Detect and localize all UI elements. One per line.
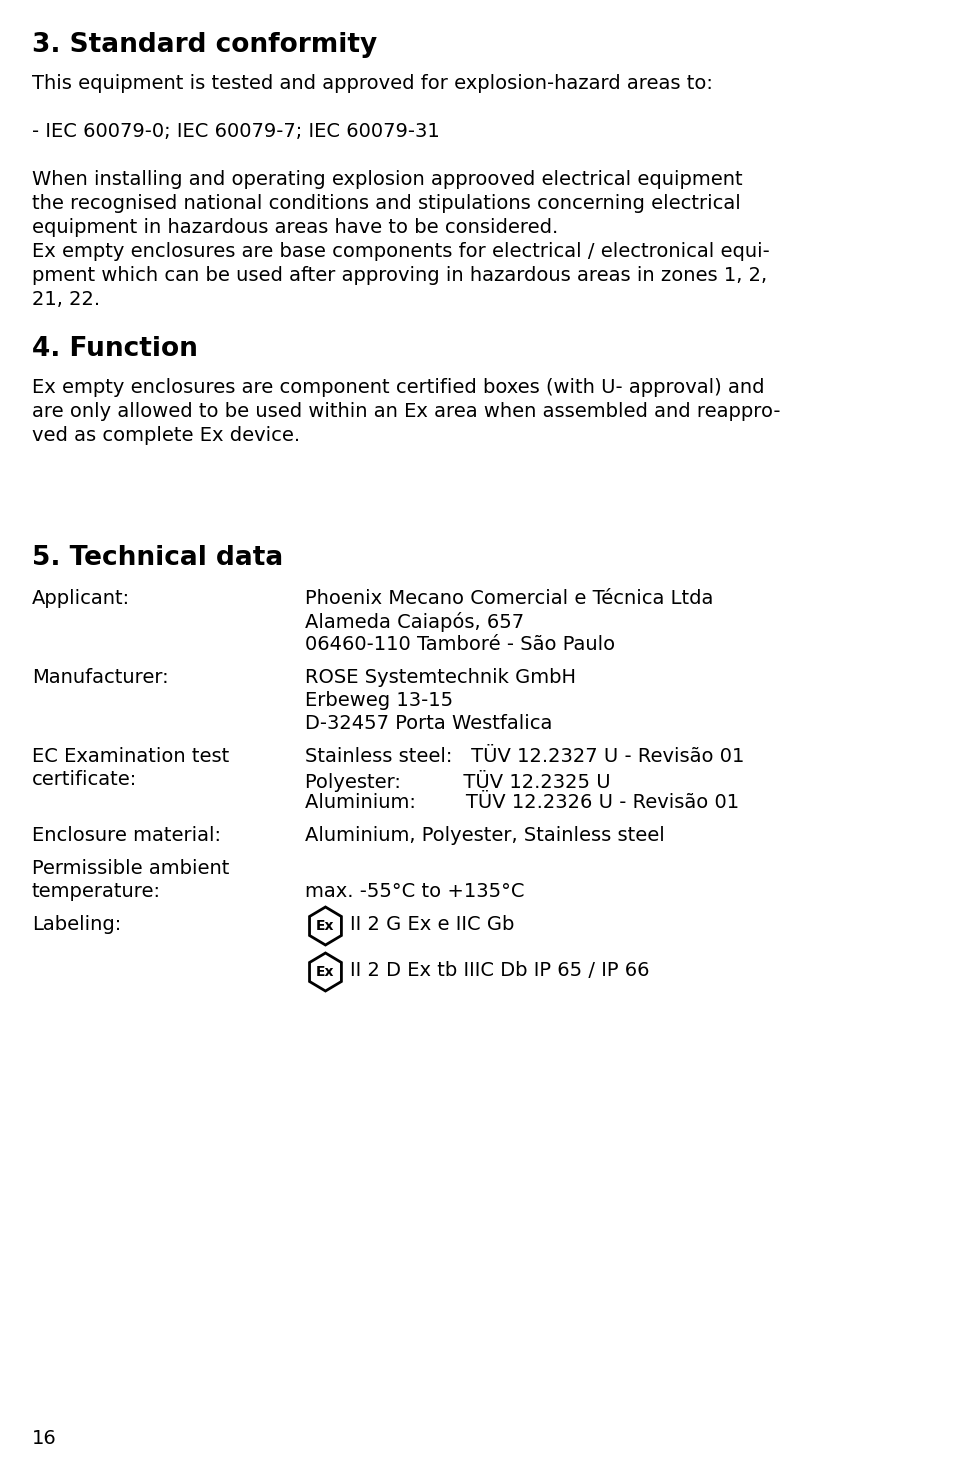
Text: Aluminium, Polyester, Stainless steel: Aluminium, Polyester, Stainless steel [305,826,665,845]
Text: Polyester:          TÜV 12.2325 U: Polyester: TÜV 12.2325 U [305,770,611,792]
Text: Phoenix Mecano Comercial e Técnica Ltda: Phoenix Mecano Comercial e Técnica Ltda [305,589,713,608]
Text: Applicant:: Applicant: [32,589,131,608]
Text: the recognised national conditions and stipulations concerning electrical: the recognised national conditions and s… [32,194,741,213]
Text: EC Examination test: EC Examination test [32,747,229,767]
Text: Erbeweg 13-15: Erbeweg 13-15 [305,691,453,710]
Text: equipment in hazardous areas have to be considered.: equipment in hazardous areas have to be … [32,218,558,237]
Text: Ex: Ex [316,965,335,978]
Text: pment which can be used after approving in hazardous areas in zones 1, 2,: pment which can be used after approving … [32,266,767,286]
Text: II 2 D Ex tb IIIC Db IP 65 / IP 66: II 2 D Ex tb IIIC Db IP 65 / IP 66 [349,961,649,980]
Text: 16: 16 [32,1430,57,1447]
Text: This equipment is tested and approved for explosion-hazard areas to:: This equipment is tested and approved fo… [32,74,713,93]
Text: Ex empty enclosures are base components for electrical / electronical equi-: Ex empty enclosures are base components … [32,243,770,260]
Text: 5. Technical data: 5. Technical data [32,545,283,571]
Text: Alameda Caiapós, 657: Alameda Caiapós, 657 [305,613,524,632]
Text: Ex: Ex [316,919,335,932]
Text: Permissible ambient: Permissible ambient [32,858,229,878]
Text: temperature:: temperature: [32,882,161,901]
Text: Aluminium:        TÜV 12.2326 U - Revisão 01: Aluminium: TÜV 12.2326 U - Revisão 01 [305,793,739,813]
Text: are only allowed to be used within an Ex area when assembled and reappro-: are only allowed to be used within an Ex… [32,403,780,420]
Text: Labeling:: Labeling: [32,915,121,934]
Text: ved as complete Ex device.: ved as complete Ex device. [32,426,300,445]
Text: D-32457 Porta Westfalica: D-32457 Porta Westfalica [305,713,553,733]
Text: certificate:: certificate: [32,770,137,789]
Text: Ex empty enclosures are component certified boxes (with U- approval) and: Ex empty enclosures are component certif… [32,377,764,397]
Text: 06460-110 Tamboré - São Paulo: 06460-110 Tamboré - São Paulo [305,635,615,654]
Text: When installing and operating explosion approoved electrical equipment: When installing and operating explosion … [32,170,743,189]
Text: ROSE Systemtechnik GmbH: ROSE Systemtechnik GmbH [305,667,576,687]
Text: II 2 G Ex e IIC Gb: II 2 G Ex e IIC Gb [349,915,514,934]
Text: - IEC 60079-0; IEC 60079-7; IEC 60079-31: - IEC 60079-0; IEC 60079-7; IEC 60079-31 [32,121,440,141]
Text: 21, 22.: 21, 22. [32,290,100,309]
Text: Enclosure material:: Enclosure material: [32,826,221,845]
Text: 4. Function: 4. Function [32,336,198,363]
Text: 3. Standard conformity: 3. Standard conformity [32,33,377,58]
Text: max. -55°C to +135°C: max. -55°C to +135°C [305,882,524,901]
Text: Manufacturer:: Manufacturer: [32,667,169,687]
Text: Stainless steel:   TÜV 12.2327 U - Revisão 01: Stainless steel: TÜV 12.2327 U - Revisão… [305,747,745,767]
